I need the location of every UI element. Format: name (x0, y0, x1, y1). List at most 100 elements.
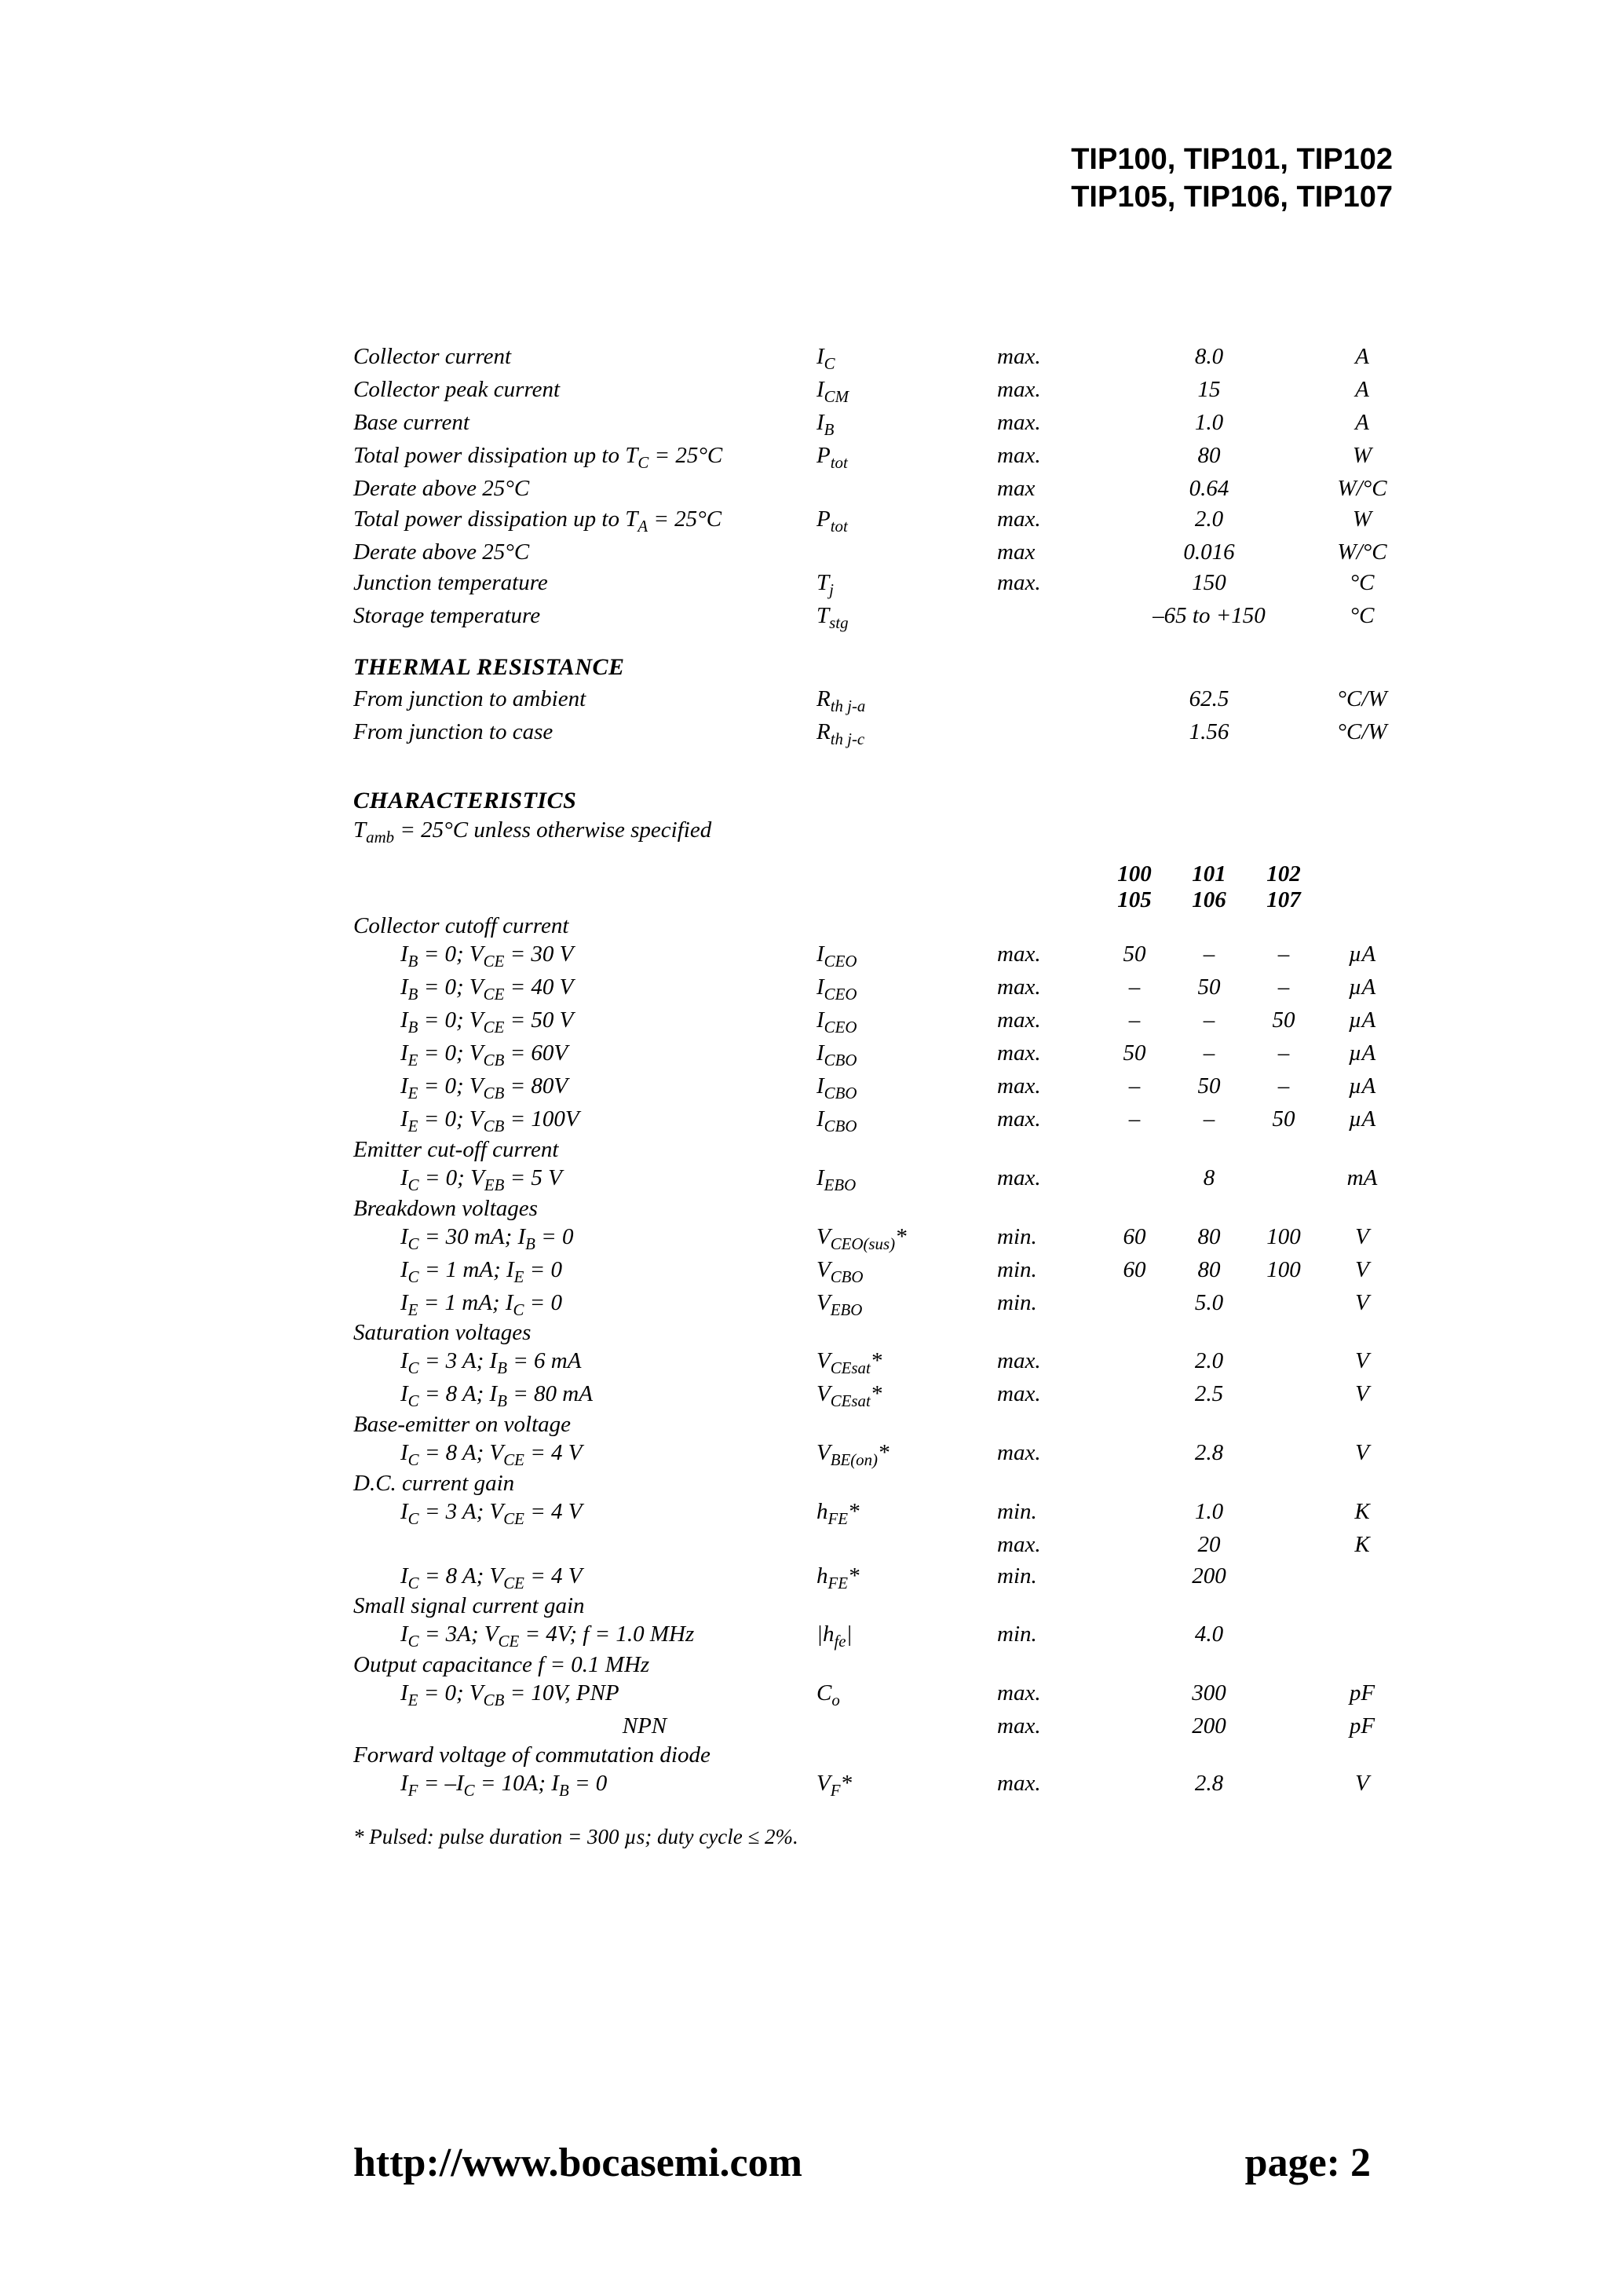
char-v3 (1248, 1379, 1319, 1412)
char-unit (1319, 1619, 1405, 1652)
char-v2: 5.0 (1170, 1288, 1248, 1321)
char-v2: 200 (1170, 1561, 1248, 1594)
char-v1 (1099, 1619, 1170, 1652)
char-v3 (1248, 1678, 1319, 1711)
param-label: Collector peak current (353, 375, 816, 408)
char-row: IC = 8 A; IB = 80 mAVCEsat*max.2.5V (353, 1379, 1371, 1412)
char-symbol: VCBO (816, 1255, 997, 1288)
param-label: Junction temperature (353, 568, 816, 601)
characteristics-table: Collector cutoff currentIB = 0; VCE = 30… (353, 913, 1371, 1801)
char-unit: V (1319, 1346, 1405, 1379)
col-107: 107 (1248, 887, 1319, 913)
char-v3: 50 (1248, 1005, 1319, 1038)
char-v1: – (1099, 1071, 1170, 1104)
footer-page: page: 2 (1245, 2140, 1371, 2186)
char-v2: – (1170, 1104, 1248, 1137)
char-row: IB = 0; VCE = 50 VICEOmax.––50µA (353, 1005, 1371, 1038)
char-row: IC = 8 A; VCE = 4 VVBE(on)*max.2.8V (353, 1438, 1371, 1471)
char-group-head: D.C. current gain (353, 1471, 1371, 1497)
char-row: IC = 3 A; IB = 6 mAVCEsat*max.2.0V (353, 1346, 1371, 1379)
param-label: Base current (353, 408, 816, 441)
characteristics-title: CHARACTERISTICS (353, 788, 1371, 814)
char-v2: 300 (1170, 1678, 1248, 1711)
char-unit: K (1319, 1530, 1405, 1560)
char-limit: max. (997, 972, 1099, 1005)
char-v3 (1248, 1619, 1319, 1652)
col-105: 105 (1099, 887, 1170, 913)
char-v3 (1248, 1288, 1319, 1321)
char-group-head: Small signal current gain (353, 1593, 1371, 1619)
char-v1: – (1099, 1005, 1170, 1038)
param-symbol: Tstg (816, 601, 997, 634)
thermal-title: THERMAL RESISTANCE (353, 654, 1371, 681)
char-unit: V (1319, 1222, 1405, 1255)
char-unit: mA (1319, 1163, 1405, 1196)
char-symbol: ICEO (816, 939, 997, 972)
family-columns-2: 105 106 107 (353, 887, 1371, 913)
col-100: 100 (1099, 861, 1170, 887)
param-label: Total power dissipation up to TA = 25°C (353, 504, 816, 537)
param-unit: W (1319, 504, 1405, 537)
char-group-head: Breakdown voltages (353, 1196, 1371, 1222)
char-row: IC = 1 mA; IE = 0VCBOmin.6080100V (353, 1255, 1371, 1288)
param-value: 1.56 (1099, 717, 1319, 750)
char-symbol: ICEO (816, 972, 997, 1005)
char-v3: 100 (1248, 1255, 1319, 1288)
char-symbol (816, 1711, 997, 1742)
char-v2: 2.8 (1170, 1438, 1248, 1471)
char-v3 (1248, 1768, 1319, 1801)
char-unit: µA (1319, 972, 1405, 1005)
char-cond: IB = 0; VCE = 40 V (353, 972, 816, 1005)
param-label: From junction to ambient (353, 684, 816, 717)
char-v1 (1099, 1379, 1170, 1412)
char-v1 (1099, 1561, 1170, 1594)
param-limit (997, 717, 1099, 750)
char-v1: – (1099, 972, 1170, 1005)
char-v1 (1099, 1768, 1170, 1801)
char-group-head: Saturation voltages (353, 1320, 1371, 1346)
param-limit: max. (997, 441, 1099, 473)
char-unit: V (1319, 1288, 1405, 1321)
abs-max-row: Derate above 25°Cmax0.016W/°C (353, 537, 1371, 568)
char-cond (353, 1530, 816, 1560)
char-v2: 2.5 (1170, 1379, 1248, 1412)
char-v3: – (1248, 972, 1319, 1005)
footnote: * Pulsed: pulse duration = 300 µs; duty … (353, 1825, 1371, 1849)
param-symbol (816, 473, 997, 504)
param-value: 1.0 (1099, 408, 1319, 441)
char-limit: min. (997, 1497, 1099, 1530)
char-v1: 50 (1099, 939, 1170, 972)
char-row: IE = 0; VCB = 100VICBOmax.––50µA (353, 1104, 1371, 1137)
char-symbol: |hfe| (816, 1619, 997, 1652)
char-v1 (1099, 1288, 1170, 1321)
char-limit: max. (997, 1038, 1099, 1071)
param-symbol: Rth j-c (816, 717, 997, 750)
char-v2: 20 (1170, 1530, 1248, 1560)
char-v3 (1248, 1438, 1319, 1471)
param-symbol: Rth j-a (816, 684, 997, 717)
abs-max-table: Collector currentICmax.8.0ACollector pea… (353, 342, 1371, 634)
char-unit: µA (1319, 1005, 1405, 1038)
char-limit: max. (997, 1104, 1099, 1137)
char-limit: max. (997, 1071, 1099, 1104)
char-v3: 100 (1248, 1222, 1319, 1255)
param-unit: °C (1319, 601, 1405, 634)
char-unit (1319, 1561, 1405, 1594)
char-v2: 2.8 (1170, 1768, 1248, 1801)
char-v3: – (1248, 939, 1319, 972)
abs-max-row: Derate above 25°Cmax0.64W/°C (353, 473, 1371, 504)
char-cond: IC = 8 A; VCE = 4 V (353, 1438, 816, 1471)
char-v1 (1099, 1530, 1170, 1560)
char-row: IE = 0; VCB = 80VICBOmax.–50–µA (353, 1071, 1371, 1104)
char-cond: IC = 3 A; IB = 6 mA (353, 1346, 816, 1379)
char-limit: max. (997, 1711, 1099, 1742)
param-value: 0.64 (1099, 473, 1319, 504)
param-value: –65 to +150 (1099, 601, 1319, 634)
char-group-head: Output capacitance f = 0.1 MHz (353, 1652, 1371, 1678)
char-v2: 50 (1170, 972, 1248, 1005)
char-cond: IC = 8 A; VCE = 4 V (353, 1561, 816, 1594)
characteristics-cond: Tamb = 25°C unless otherwise specified (353, 817, 1371, 847)
param-unit: A (1319, 408, 1405, 441)
abs-max-row: Total power dissipation up to TC = 25°CP… (353, 441, 1371, 473)
char-v1 (1099, 1678, 1170, 1711)
